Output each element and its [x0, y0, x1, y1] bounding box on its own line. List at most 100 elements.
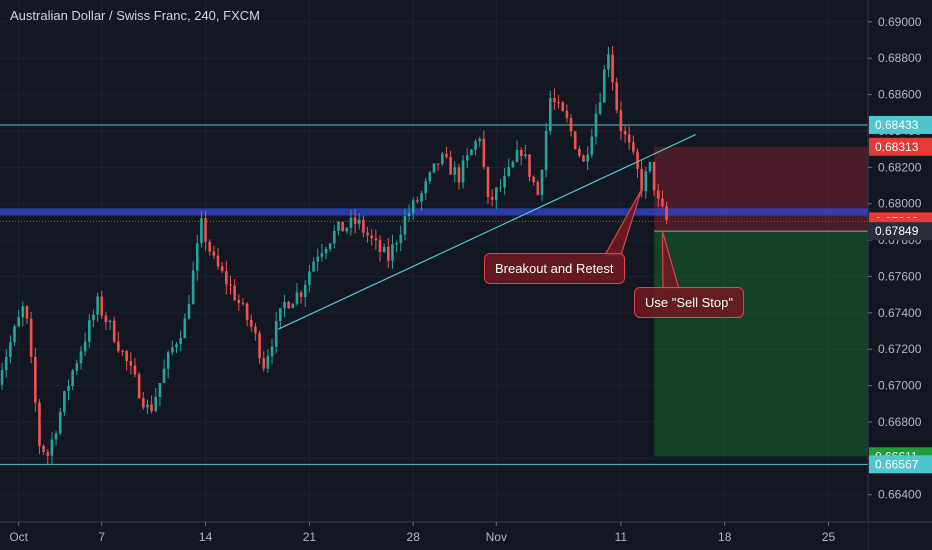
candle-body: [482, 138, 486, 168]
candle: [453, 161, 457, 183]
candle: [233, 279, 236, 302]
candle: [200, 210, 203, 248]
candle: [461, 155, 465, 189]
candle-body: [333, 230, 336, 244]
candle-body: [602, 69, 606, 103]
candle: [536, 180, 540, 196]
candle-body: [171, 347, 174, 353]
candle-body: [79, 351, 83, 364]
candle: [150, 395, 153, 414]
candle: [34, 347, 37, 412]
candle-body: [270, 346, 274, 357]
trendline: [278, 134, 696, 330]
candle: [79, 345, 83, 370]
candle-body: [478, 138, 481, 142]
price-axis-label: 0.67000: [878, 379, 922, 393]
candle: [274, 311, 278, 354]
candle-body: [67, 386, 70, 392]
candle-body: [470, 149, 473, 156]
candle: [465, 148, 469, 168]
candle: [615, 77, 619, 114]
price-axis-label: 0.67200: [878, 342, 922, 356]
candle: [50, 432, 54, 465]
candle: [594, 104, 598, 145]
candle: [287, 300, 290, 309]
candle-body: [436, 163, 440, 165]
candle: [312, 257, 315, 273]
candle: [121, 349, 124, 356]
candle-body: [370, 235, 374, 239]
candle: [146, 399, 149, 415]
candle-body: [220, 266, 224, 272]
candle-body: [266, 356, 270, 369]
candle-body: [573, 131, 577, 149]
candle: [92, 309, 95, 328]
candle-body: [308, 271, 311, 285]
candle-body: [590, 136, 594, 155]
candle: [602, 65, 606, 103]
candle: [382, 243, 386, 253]
candle-body: [92, 314, 95, 321]
candle: [482, 130, 486, 170]
candle-body: [50, 439, 54, 456]
candle: [100, 290, 104, 320]
price-tag-label: 0.68313: [875, 140, 919, 154]
candle: [557, 95, 560, 109]
candle: [191, 261, 195, 305]
candle-body: [652, 161, 656, 191]
candle-body: [345, 227, 349, 232]
candle: [249, 314, 253, 332]
candle-body: [258, 333, 261, 359]
candle: [29, 311, 33, 364]
candle: [627, 126, 631, 151]
candle-body: [179, 338, 182, 345]
candle-body: [536, 182, 540, 195]
candle: [328, 242, 332, 252]
candle-body: [445, 153, 448, 157]
candle: [644, 166, 648, 199]
candle: [21, 301, 25, 327]
candle: [648, 161, 652, 174]
candle: [179, 330, 182, 352]
candle: [511, 160, 515, 169]
candle-body: [108, 320, 112, 322]
candle-body: [366, 232, 369, 236]
time-axis-label: 7: [98, 530, 105, 544]
time-axis-label: 21: [303, 530, 317, 544]
candle-body: [428, 172, 432, 182]
candle: [237, 294, 241, 311]
time-axis-label: Nov: [486, 530, 507, 544]
stop-loss-zone: [654, 146, 868, 232]
candle-body: [58, 411, 62, 434]
candle-body: [303, 284, 307, 298]
candle-body: [291, 303, 295, 309]
candle: [299, 290, 303, 304]
candle-body: [403, 216, 407, 235]
candle-body: [96, 296, 99, 315]
candle: [432, 163, 436, 174]
annotation-breakout-retest[interactable]: Breakout and Retest: [484, 253, 625, 284]
candle-body: [245, 303, 249, 320]
candle-body: [204, 218, 207, 242]
candle-body: [490, 197, 494, 200]
candle: [270, 338, 274, 365]
candle-body: [441, 153, 444, 164]
candle-body: [187, 304, 191, 319]
candle: [665, 201, 668, 224]
candle: [17, 310, 20, 328]
candle: [83, 332, 87, 356]
candle: [241, 298, 245, 306]
candle: [553, 88, 556, 110]
candle: [519, 147, 523, 166]
candle-body: [42, 445, 45, 452]
candle: [162, 359, 166, 384]
candle: [403, 208, 407, 241]
candle: [374, 229, 378, 251]
candle-body: [158, 383, 162, 397]
candle-body: [137, 374, 141, 399]
candle-body: [582, 155, 585, 162]
candle-body: [274, 320, 278, 347]
candle: [366, 226, 369, 243]
annotation-sell-stop[interactable]: Use "Sell Stop": [634, 287, 744, 318]
